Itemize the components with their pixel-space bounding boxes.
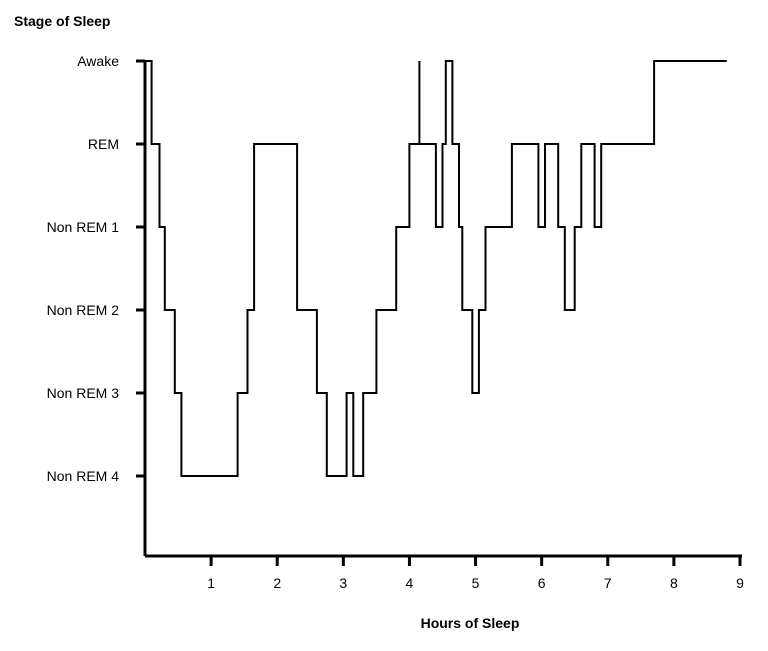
y-tick-label: Non REM 4	[47, 468, 120, 484]
y-axis-title: Stage of Sleep	[14, 13, 110, 29]
y-tick-label: Non REM 3	[47, 385, 120, 401]
y-tick-label: Awake	[77, 53, 119, 69]
series-line	[145, 60, 727, 477]
x-tick-label: 2	[273, 575, 281, 591]
y-tick-label: REM	[88, 136, 119, 152]
x-tick-label: 6	[538, 575, 546, 591]
tick-marks	[136, 59, 742, 566]
x-tick-label: 8	[670, 575, 678, 591]
x-tick-label: 9	[736, 575, 744, 591]
x-tick-label: 7	[604, 575, 612, 591]
x-axis-title: Hours of Sleep	[421, 615, 520, 631]
y-tick-label: Non REM 1	[47, 219, 120, 235]
y-tick-labels: Non REM 4 Non REM 3 Non REM 2 Non REM 1 REM A…	[47, 53, 120, 484]
y-tick-label: Non REM 2	[47, 302, 120, 318]
x-tick-label: 4	[406, 575, 414, 591]
x-tick-label: 5	[472, 575, 480, 591]
x-tick-label: 1	[207, 575, 215, 591]
x-tick-label: 3	[339, 575, 347, 591]
x-tick-labels: 1 2 3 4 5 6 7 8 9	[207, 575, 744, 591]
series-layer	[145, 60, 727, 477]
